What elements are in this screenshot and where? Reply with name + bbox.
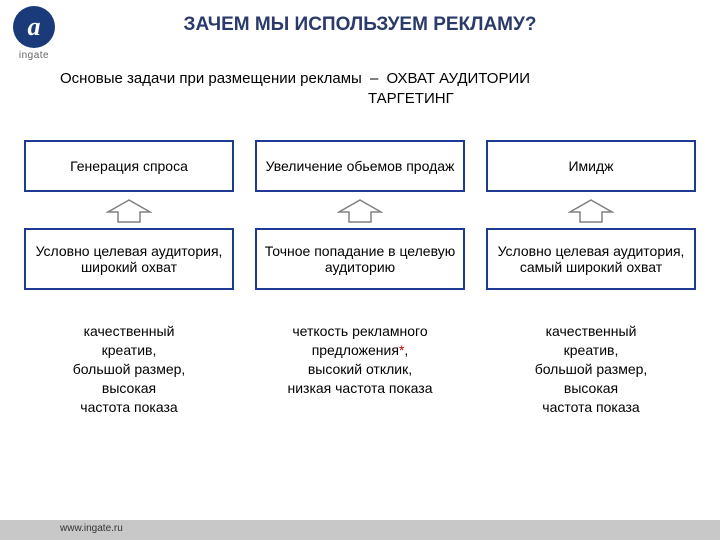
goal-box: Увеличение обьемов продаж: [255, 140, 465, 192]
up-arrow-icon: [106, 198, 152, 224]
diagram: Генерация спроса Условно целевая аудитори…: [24, 140, 696, 416]
subtitle: Основые задачи при размещении рекламы – …: [60, 70, 530, 87]
goal-box: Генерация спроса: [24, 140, 234, 192]
footer-bar: www.ingate.ru: [0, 520, 720, 540]
subtitle-item2: ТАРГЕТИНГ: [368, 90, 454, 107]
footer-url: www.ingate.ru: [60, 523, 123, 534]
diagram-column: Имидж Условно целевая аудитория, самый ши…: [486, 140, 696, 416]
detail-text: качественныйкреатив,большой размер,высок…: [24, 322, 234, 416]
subtitle-dash: –: [366, 70, 382, 87]
goal-box: Имидж: [486, 140, 696, 192]
up-arrow-icon: [568, 198, 614, 224]
logo-label: ingate: [6, 50, 62, 61]
subtitle-item1: ОХВАТ АУДИТОРИИ: [386, 70, 530, 87]
page-title: ЗАЧЕМ МЫ ИСПОЛЬЗУЕМ РЕКЛАМУ?: [0, 14, 720, 36]
detail-text: четкость рекламногопредложения*,высокий …: [255, 322, 465, 398]
audience-box: Условно целевая аудитория, самый широкий…: [486, 228, 696, 290]
diagram-column: Генерация спроса Условно целевая аудитори…: [24, 140, 234, 416]
audience-box: Условно целевая аудитория, широкий охват: [24, 228, 234, 290]
audience-box: Точное попадание в целевую аудиторию: [255, 228, 465, 290]
up-arrow-icon: [337, 198, 383, 224]
diagram-column: Увеличение обьемов продаж Точное попадани…: [255, 140, 465, 416]
subtitle-lead: Основые задачи при размещении рекламы: [60, 70, 362, 87]
detail-text: качественныйкреатив,большой размер,высок…: [486, 322, 696, 416]
